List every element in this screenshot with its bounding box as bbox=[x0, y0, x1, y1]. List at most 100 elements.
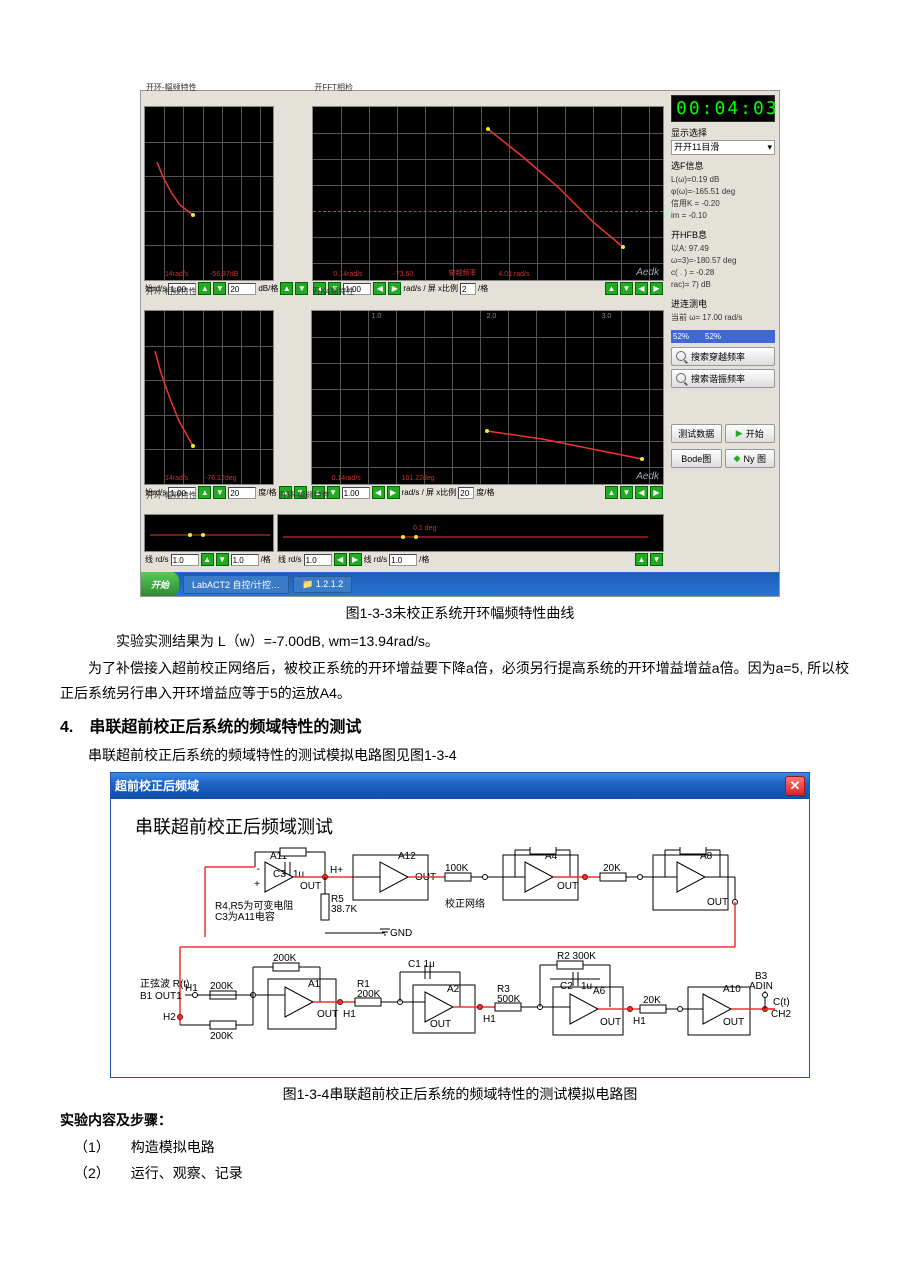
svg-text:H1: H1 bbox=[343, 1009, 356, 1020]
svg-text:B1 OUT1: B1 OUT1 bbox=[140, 991, 182, 1002]
arrow-right-icon[interactable]: ▶ bbox=[349, 553, 362, 566]
svg-text:500K: 500K bbox=[497, 994, 521, 1005]
svg-text:38.7K: 38.7K bbox=[331, 904, 357, 915]
spin[interactable]: 20 bbox=[228, 487, 256, 499]
svg-text:R4,R5为可变电阻: R4,R5为可变电阻 bbox=[215, 899, 293, 912]
svg-text:R2 300K: R2 300K bbox=[557, 951, 596, 962]
svg-text:A10: A10 bbox=[723, 984, 741, 995]
arrow-up-icon[interactable]: ▲ bbox=[201, 553, 214, 566]
plot-tr: Aedk 0.14rad/s -73.60 穿越频率 4.01 rad/s bbox=[312, 106, 664, 281]
svg-text:200K: 200K bbox=[273, 953, 297, 964]
arrow-down-icon[interactable]: ▼ bbox=[295, 282, 308, 295]
plot-title: 开环-相频特性 bbox=[146, 286, 197, 297]
svg-text:+: + bbox=[254, 879, 260, 890]
svg-text:H+: H+ bbox=[330, 865, 343, 876]
spin[interactable]: 2 bbox=[460, 283, 476, 295]
svg-text:20K: 20K bbox=[643, 995, 661, 1006]
figure-caption: 图1-3-4串联超前校正后系统的频域特性的测试模拟电路图 bbox=[60, 1084, 860, 1104]
test-data-button[interactable]: 测试数据 bbox=[671, 424, 722, 443]
arrow-down-icon[interactable]: ▼ bbox=[213, 486, 226, 499]
arrow-up-icon[interactable]: ▲ bbox=[198, 486, 211, 499]
svg-text:OUT: OUT bbox=[723, 1017, 744, 1028]
arrow-up-icon[interactable]: ▲ bbox=[198, 282, 211, 295]
search-icon bbox=[676, 373, 688, 385]
circuit-diagram: A11 -+ R4 155K C31u H+ OUT R538.7K GND R… bbox=[125, 847, 795, 1067]
arrow-right-icon[interactable]: ▶ bbox=[387, 486, 400, 499]
arrow-left-icon[interactable]: ◀ bbox=[372, 486, 385, 499]
search-crossover-button[interactable]: 搜索穿越频率 bbox=[671, 347, 775, 366]
spin[interactable]: 20 bbox=[228, 283, 256, 295]
start-button[interactable]: 开始 bbox=[141, 572, 179, 596]
search-icon bbox=[676, 351, 688, 363]
svg-text:C3: C3 bbox=[273, 869, 286, 880]
step-item: （1） 构造模拟电路 bbox=[74, 1134, 860, 1161]
arrow-left-icon[interactable]: ◀ bbox=[635, 282, 648, 295]
svg-text:-: - bbox=[257, 864, 260, 875]
body-text: 串联超前校正后系统的频域特性的测试模拟电路图见图1-3-4 bbox=[60, 743, 860, 768]
svg-text:H1: H1 bbox=[185, 983, 198, 994]
taskbar-app[interactable]: 📁 1.2.1.2 bbox=[293, 576, 352, 593]
taskbar-app[interactable]: LabACT2 自控/计控… bbox=[183, 575, 289, 594]
plot-ctlbar: ▲▼ 1.00 ◀▶ rad/s / 屏 x比例2/格 ▲▼ ◀▶ bbox=[312, 281, 664, 296]
svg-text:C1 1u: C1 1u bbox=[408, 959, 435, 970]
arrow-down-icon[interactable]: ▼ bbox=[620, 282, 633, 295]
svg-text:OUT: OUT bbox=[430, 1019, 451, 1030]
arrow-up-icon[interactable]: ▲ bbox=[280, 282, 293, 295]
arrow-up-icon[interactable]: ▲ bbox=[635, 553, 648, 566]
plot-title: 开环-幅频特性 bbox=[146, 490, 197, 501]
svg-text:H1: H1 bbox=[633, 1016, 646, 1027]
body-text: 为了补偿接入超前校正网络后，被校正系统的开环增益要下降a倍，必须另行提高系统的开… bbox=[60, 656, 860, 706]
svg-text:GND: GND bbox=[390, 928, 412, 939]
plot-sl bbox=[144, 514, 274, 552]
arrow-left-icon[interactable]: ◀ bbox=[334, 553, 347, 566]
svg-text:OUT: OUT bbox=[557, 881, 578, 892]
plot-ctlbar: ▲▼ 1.00 ◀▶ rad/s / 屏 x比例20度/格 ▲▼ ◀▶ bbox=[311, 485, 664, 500]
plot-title: 开环-幅频特性 bbox=[146, 82, 197, 93]
spin[interactable]: 1.0 bbox=[171, 554, 199, 566]
display-select[interactable]: 开开11目滑▾ bbox=[671, 140, 775, 155]
plot-sr: 0.1 deg bbox=[277, 514, 664, 552]
svg-text:A6: A6 bbox=[593, 986, 606, 997]
svg-text:C3为A11电容: C3为A11电容 bbox=[215, 910, 275, 923]
arrow-down-icon[interactable]: ▼ bbox=[620, 486, 633, 499]
arrow-up-icon[interactable]: ▲ bbox=[605, 282, 618, 295]
spin[interactable]: 1.0 bbox=[231, 554, 259, 566]
svg-text:H2: H2 bbox=[163, 1012, 176, 1023]
arrow-right-icon[interactable]: ▶ bbox=[388, 282, 401, 295]
plot-tl: 14rad/s -56.87dB bbox=[144, 106, 274, 281]
svg-text:20K: 20K bbox=[683, 847, 701, 848]
arrow-right-icon[interactable]: ▶ bbox=[650, 282, 663, 295]
svg-text:OUT: OUT bbox=[600, 1017, 621, 1028]
arrow-up-icon[interactable]: ▲ bbox=[605, 486, 618, 499]
plot-title: 开环-幅频特性 bbox=[279, 490, 330, 501]
search-resonance-button[interactable]: 搜索谐振频率 bbox=[671, 369, 775, 388]
taskbar: 开始 LabACT2 自控/计控… 📁 1.2.1.2 bbox=[141, 572, 779, 596]
spin[interactable]: 20 bbox=[458, 487, 474, 499]
bode-button[interactable]: Bode图 bbox=[671, 449, 722, 468]
arrow-left-icon[interactable]: ◀ bbox=[373, 282, 386, 295]
arrow-left-icon[interactable]: ◀ bbox=[635, 486, 648, 499]
plot-ctlbar: 线 rd/s1.0 ▲▼ 1.0/格 bbox=[144, 552, 274, 567]
svg-text:1u: 1u bbox=[293, 869, 304, 880]
arrow-right-icon[interactable]: ▶ bbox=[650, 486, 663, 499]
arrow-down-icon[interactable]: ▼ bbox=[213, 282, 226, 295]
spin[interactable]: 1.0 bbox=[389, 554, 417, 566]
circuit-window: 超前校正后频域 ✕ 串联超前校正后频域测试 A11 -+ R4 155K C31… bbox=[110, 772, 810, 1078]
start-button[interactable]: ▶开始 bbox=[725, 424, 776, 443]
info-block: L(ω)=0.19 dBφ(ω)=-165.51 deg信用K = -0.20i… bbox=[671, 174, 775, 222]
svg-text:H1: H1 bbox=[483, 1014, 496, 1025]
arrow-down-icon[interactable]: ▼ bbox=[650, 553, 663, 566]
window-titlebar: 超前校正后频域 ✕ bbox=[111, 773, 809, 799]
svg-text:C(t): C(t) bbox=[773, 997, 790, 1008]
lcd-timer: 00:04:03 bbox=[671, 95, 775, 122]
close-icon[interactable]: ✕ bbox=[785, 776, 805, 796]
svg-text:100K: 100K bbox=[445, 863, 469, 874]
nyquist-button[interactable]: ◆Ny 图 bbox=[725, 449, 776, 468]
svg-text:CH2: CH2 bbox=[771, 1009, 791, 1020]
step-item: （2） 运行、观察、记录 bbox=[74, 1160, 860, 1187]
plot-title: 开FFT相检 bbox=[314, 82, 353, 93]
svg-text:200K: 200K bbox=[357, 989, 381, 1000]
spin[interactable]: 1.0 bbox=[304, 554, 332, 566]
arrow-down-icon[interactable]: ▼ bbox=[216, 553, 229, 566]
spin[interactable]: 1.00 bbox=[342, 487, 370, 499]
